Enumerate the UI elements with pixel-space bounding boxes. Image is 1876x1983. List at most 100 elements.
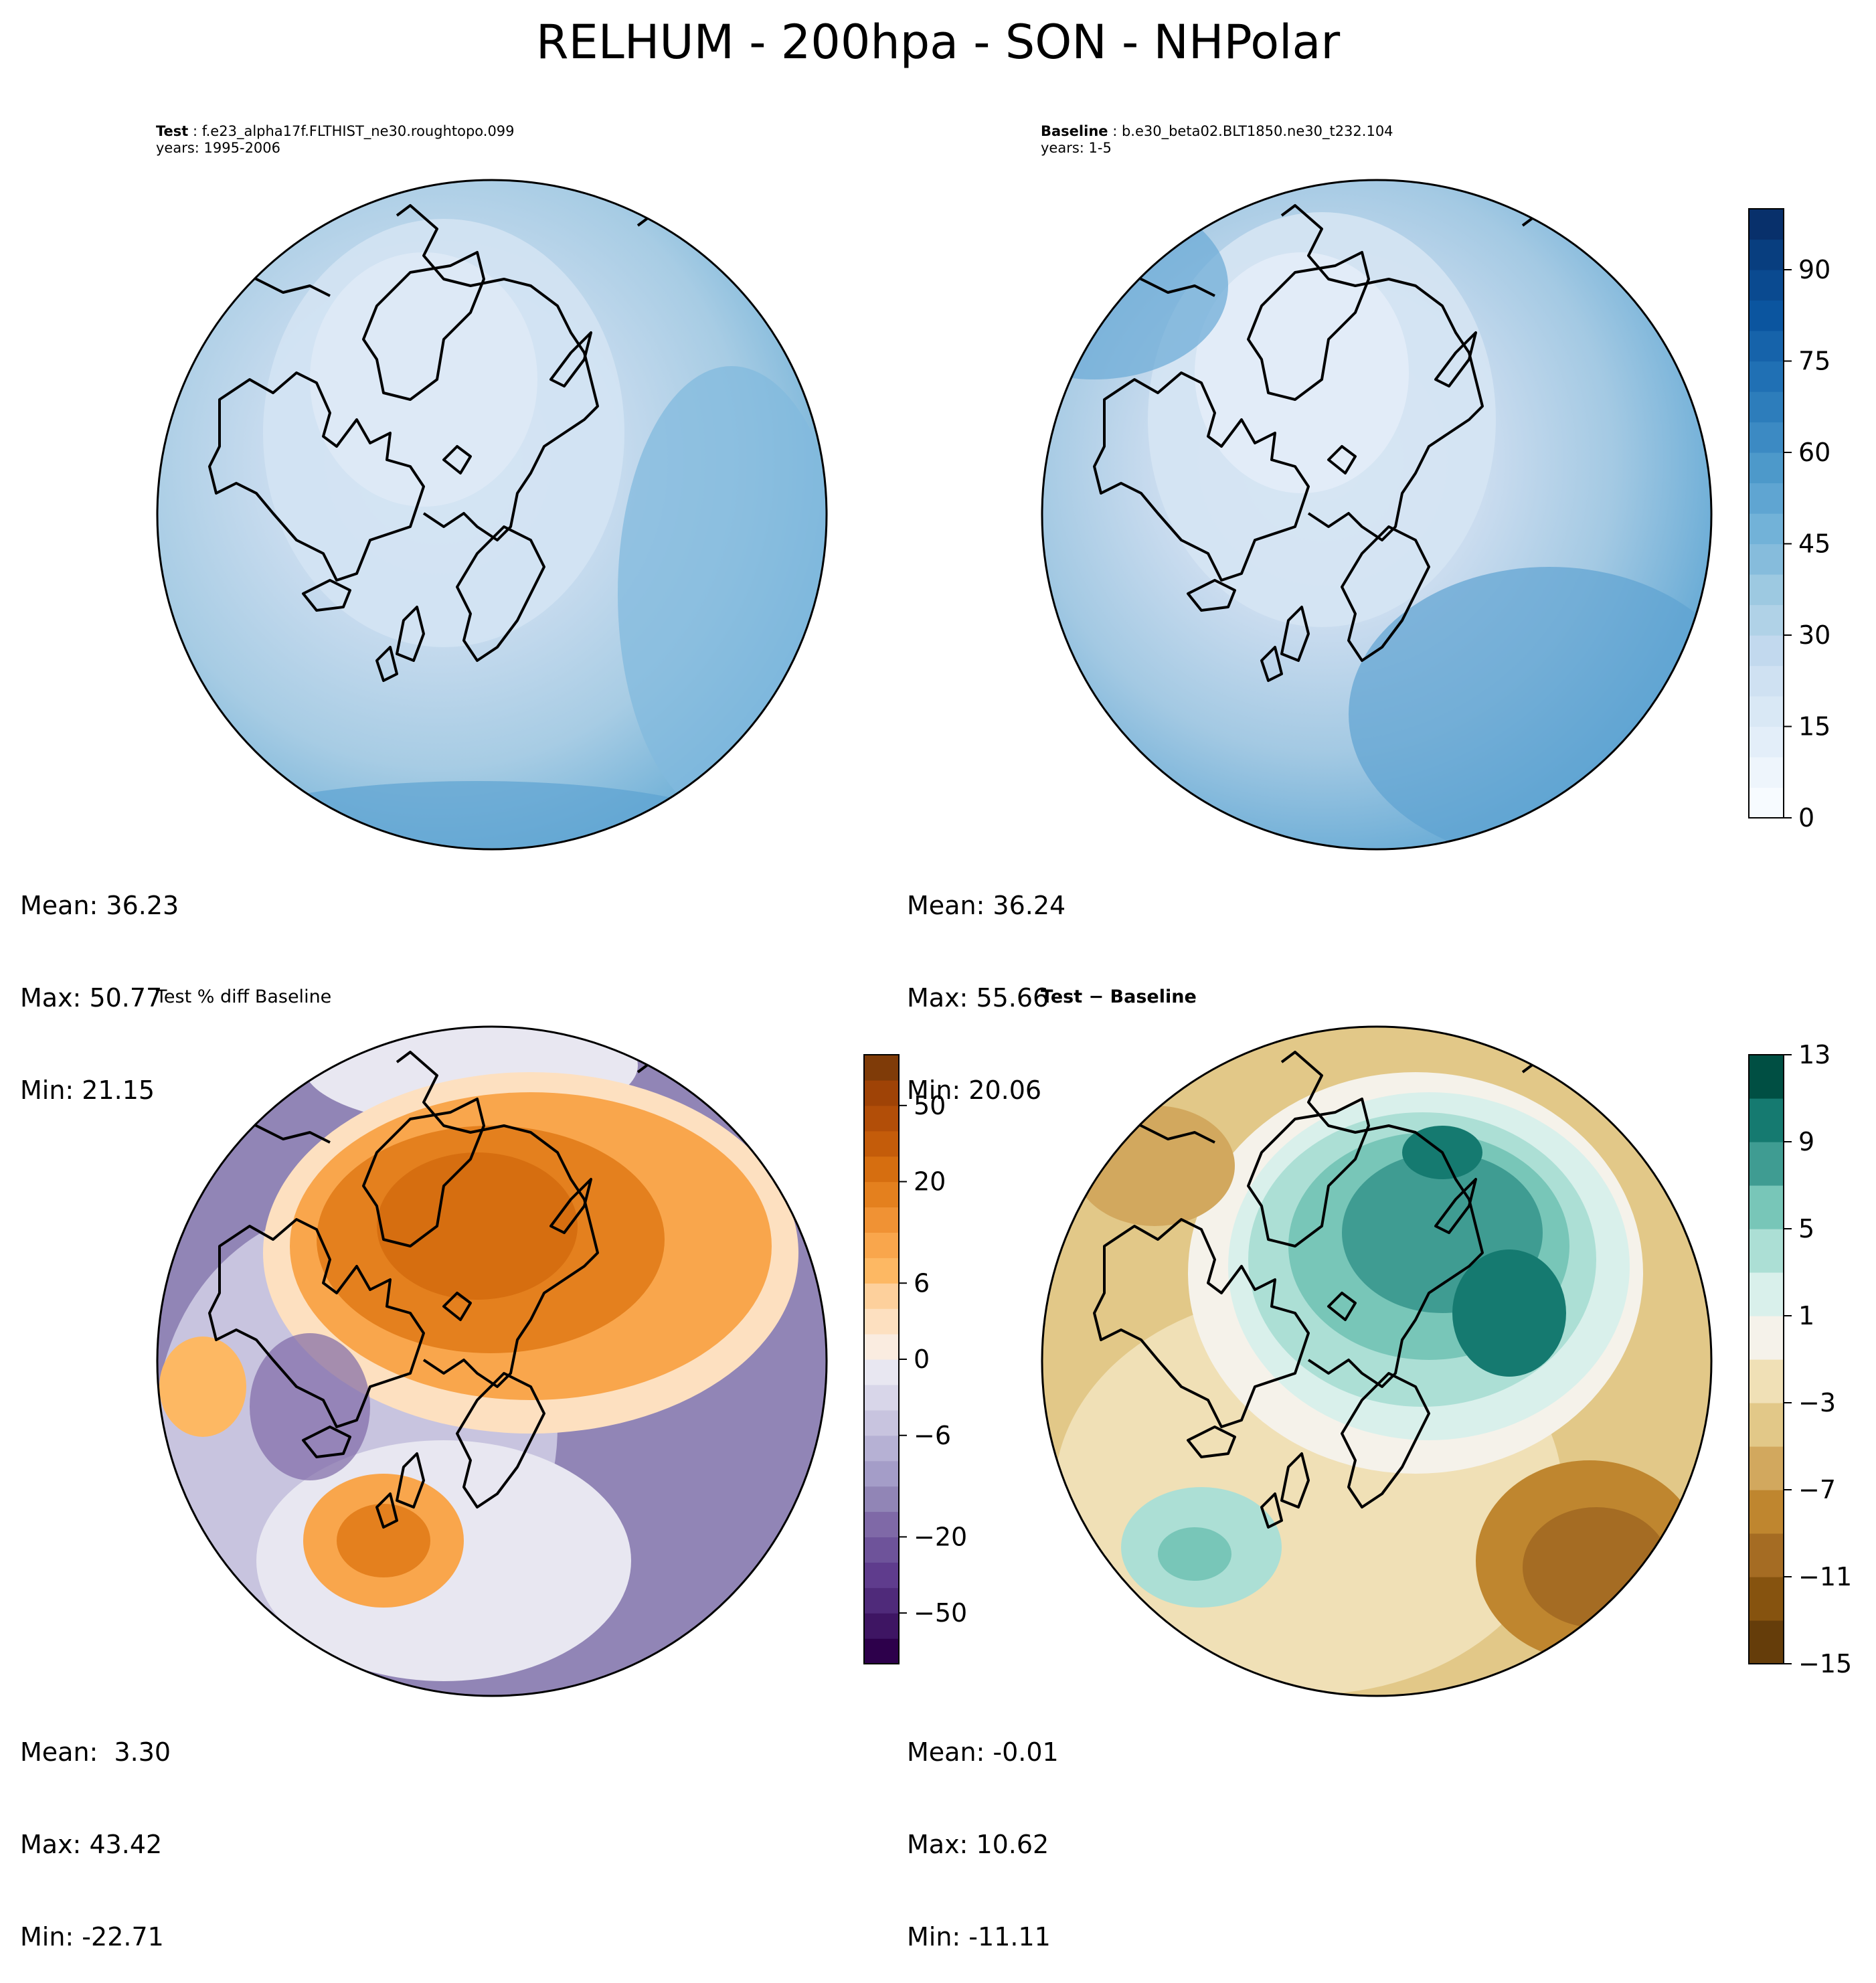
baseline-colorbar-segment	[1749, 361, 1784, 392]
coastline-segment	[1187, 579, 1236, 612]
baseline-colorbar-segment	[1749, 635, 1784, 667]
coastline-segment	[1260, 1492, 1283, 1529]
baseline-colorbar: 0 15 30 45 60 75 90	[1748, 208, 1830, 833]
coastline-segment	[1093, 371, 1310, 582]
baseline-colorbar-tick-label: 0	[1798, 803, 1814, 833]
pct-field-pos-lower-peak	[337, 1504, 430, 1577]
diff-colorbar-segment	[1749, 1098, 1784, 1142]
test-case-label: Test	[156, 123, 189, 139]
baseline-colorbar-segment	[1749, 787, 1784, 818]
baseline-case-name: b.e30_beta02.BLT1850.ne30_t232.104	[1121, 123, 1393, 139]
diff-colorbar-segment	[1749, 1316, 1784, 1360]
baseline-case-label: Baseline	[1041, 123, 1108, 139]
pct-diff-colorbar-segment	[864, 1283, 899, 1309]
pct-diff-colorbar-segment	[864, 1537, 899, 1563]
pct-diff-colorbar-segment	[864, 1638, 899, 1664]
baseline-colorbar-segment	[1749, 270, 1784, 301]
pct-diff-colorbar-segment	[864, 1409, 899, 1436]
baseline-years: years: 1-5	[1041, 140, 1112, 156]
pct-diff-colorbar-segment	[864, 1232, 899, 1258]
baseline-colorbar-segment	[1749, 239, 1784, 270]
diff-polar-map	[1041, 1025, 1713, 1697]
coastline-segment	[1588, 197, 1630, 220]
diff-colorbar-tick-label: 1	[1798, 1301, 1814, 1330]
baseline-colorbar-segment	[1749, 300, 1784, 331]
coastline-segment	[1588, 1044, 1630, 1067]
baseline-coastlines	[1053, 197, 1630, 682]
coastline-segment	[362, 251, 485, 401]
baseline-colorbar-frame	[1748, 208, 1784, 818]
baseline-mean: Mean: 36.24	[907, 891, 1066, 920]
diff-colorbar-segment	[1749, 1533, 1784, 1577]
coastline-segment	[1093, 1218, 1310, 1428]
test-coastlines	[169, 197, 746, 682]
pct-diff-colorbar-segment	[864, 1486, 899, 1513]
baseline-colorbar-segment	[1749, 452, 1784, 484]
pct-diff-colorbar-tick-label: −20	[914, 1522, 967, 1551]
baseline-colorbar-segment	[1749, 726, 1784, 758]
pct-diff-colorbar-segment	[864, 1156, 899, 1183]
baseline-colorbar-tick-label: 90	[1798, 255, 1830, 284]
test-years: years: 1995-2006	[156, 140, 281, 156]
pct-diff-colorbar-tick-label: 20	[914, 1167, 946, 1197]
diff-colorbar-tick-label: −11	[1798, 1562, 1852, 1591]
coastline-segment	[396, 1452, 425, 1508]
pct-diff-stats: Mean: 3.30 Max: 43.42 Min: -22.71	[20, 1675, 171, 1983]
test-min: Min: 21.15	[20, 1075, 155, 1105]
diff-field-pos-peak	[1452, 1249, 1566, 1377]
coastline-segment	[375, 1492, 398, 1529]
coastline-segment	[1434, 1178, 1477, 1234]
diff-colorbar-tick-label: −7	[1798, 1475, 1836, 1504]
diff-title: Test − Baseline	[1041, 986, 1197, 1007]
baseline-colorbar-segment	[1749, 604, 1784, 636]
pct-diff-colorbar-segment	[864, 1587, 899, 1614]
pct-diff-colorbar-segment	[864, 1207, 899, 1233]
baseline-colorbar-segment	[1749, 483, 1784, 514]
coastline-segment	[703, 197, 746, 220]
coastline-segment	[1434, 331, 1477, 387]
coastline-segment	[302, 1426, 351, 1458]
coastline-segment	[442, 445, 472, 475]
diff-colorbar-segment	[1749, 1359, 1784, 1403]
coastline-segment	[549, 331, 592, 387]
coastline-segment	[456, 525, 545, 662]
pct-diff-colorbar-segment	[864, 1359, 899, 1385]
coastline-segment	[396, 606, 425, 662]
diff-max: Max: 10.62	[907, 1830, 1049, 1859]
baseline-colorbar-segment	[1749, 513, 1784, 545]
diff-colorbar-segment	[1749, 1403, 1784, 1447]
test-field-lowest	[310, 252, 537, 507]
pct-diff-colorbar-segment	[864, 1080, 899, 1106]
coastline-segment	[456, 1372, 545, 1508]
diff-map-boundary	[1041, 1025, 1713, 1697]
baseline-colorbar-segment	[1749, 696, 1784, 727]
test-field-high	[618, 366, 827, 821]
diff-field-neg-nw	[1074, 1106, 1235, 1226]
diff-min: Min: -11.11	[907, 1922, 1051, 1952]
baseline-colorbar-segment	[1749, 543, 1784, 575]
diff-colorbar-tick-label: −15	[1798, 1649, 1852, 1678]
pct-diff-min: Min: -22.71	[20, 1922, 164, 1952]
baseline-colorbar-segment	[1749, 757, 1784, 788]
baseline-field-high	[1349, 567, 1711, 849]
coastline-segment	[1327, 1292, 1357, 1321]
baseline-colorbar-tick-label: 75	[1798, 347, 1830, 376]
figure-title: RELHUM - 200hpa - SON - NHPolar	[535, 15, 1341, 70]
baseline-colorbar-segment	[1749, 209, 1784, 240]
pct-diff-mean: Mean: 3.30	[20, 1737, 171, 1767]
coastline-segment	[208, 1218, 425, 1428]
baseline-colorbar-tick-label: 15	[1798, 712, 1830, 742]
test-polar-map	[156, 179, 828, 851]
diff-colorbar-tick-label: 13	[1798, 1040, 1830, 1069]
diff-field-pos-south-peak	[1158, 1527, 1231, 1581]
baseline-colorbar-tick-label: 30	[1798, 620, 1830, 650]
pct-diff-colorbar-segment	[864, 1384, 899, 1411]
pct-diff-colorbar-segment	[864, 1435, 899, 1462]
pct-diff-colorbar-tick-label: 0	[914, 1345, 930, 1374]
baseline-colorbar-segment	[1749, 392, 1784, 423]
baseline-colorbar-tick-label: 60	[1798, 438, 1830, 467]
coastline-segment	[1247, 251, 1370, 401]
diff-colorbar-tick-label: −3	[1798, 1388, 1836, 1417]
pct-diff-colorbar-tick-label: 50	[914, 1091, 946, 1120]
diff-colorbar-tick-label: 9	[1798, 1127, 1814, 1156]
